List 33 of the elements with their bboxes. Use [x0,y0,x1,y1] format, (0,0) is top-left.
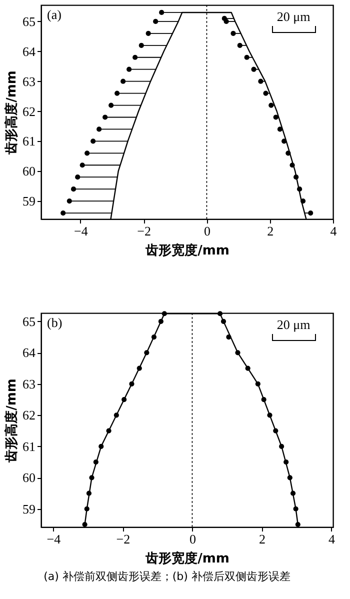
x-axis-title: 齿形宽度/mm [144,242,230,258]
x-tick-label: 0 [189,532,196,546]
x-tick-label: −2 [116,532,130,546]
x-tick-label: 0 [204,224,210,238]
y-tick-label: 60 [22,470,36,486]
y-tick-label: 59 [22,194,36,209]
y-tick-label: 61 [22,134,36,149]
y-axis-title: 齿形高度/mm [4,70,20,156]
x-tick-label: 2 [267,224,274,238]
y-tick-label: 65 [22,14,36,29]
y-axis-title: 齿形高度/mm [4,378,20,464]
annotation: (b) [47,315,62,330]
y-tick-label: 62 [22,408,36,423]
annotation: 20 μm [276,9,310,24]
y-tick-label: 63 [22,74,36,89]
annotation: (a) [47,7,62,22]
text: (a) 补偿前双侧齿形误差；(b) 补偿后双侧齿形误差 [44,570,290,583]
y-tick-label: 65 [22,314,36,329]
x-tick-label: −4 [74,224,88,238]
annotation: 20 μm [276,317,310,332]
x-tick-label: −2 [137,224,152,238]
x-tick-label: 2 [258,532,266,546]
y-tick-label: 60 [22,164,36,179]
y-tick-label: 64 [22,44,36,59]
y-tick-label: 61 [22,438,36,454]
x-tick-label: 4 [328,532,336,546]
y-tick-label: 59 [22,501,36,516]
y-tick-label: 64 [22,345,36,360]
x-tick-label: 4 [330,224,338,238]
y-tick-label: 62 [22,104,36,119]
x-tick-label: −4 [46,532,62,546]
y-tick-label: 63 [22,376,36,392]
x-axis-title: 齿形宽度/mm [144,550,230,566]
